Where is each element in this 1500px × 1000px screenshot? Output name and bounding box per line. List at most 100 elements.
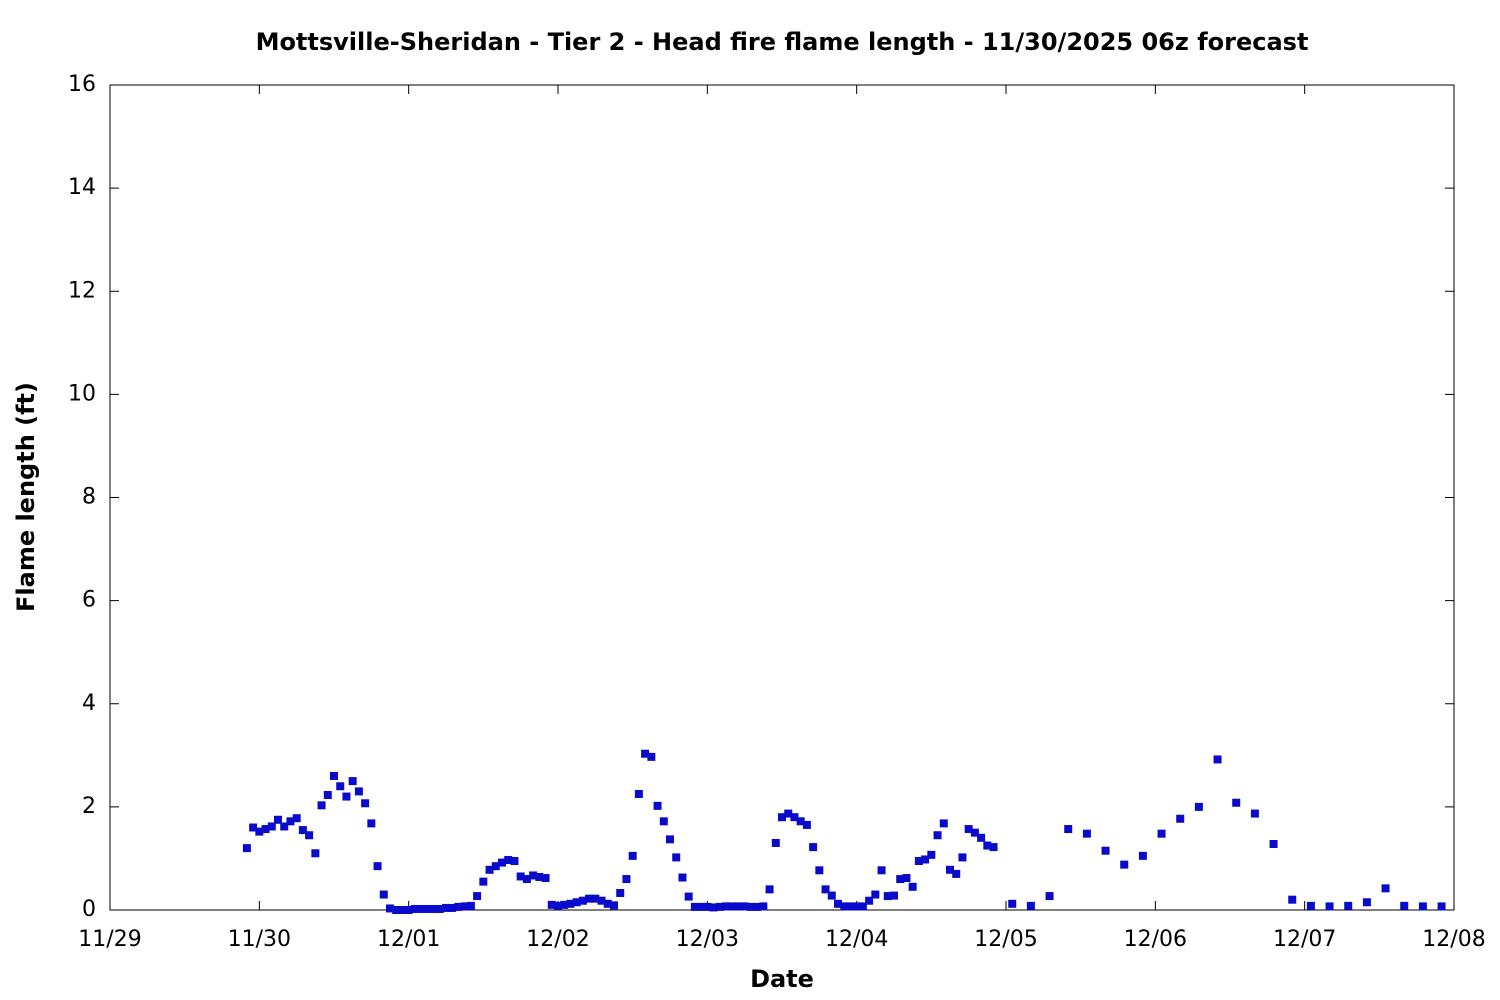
point — [529, 871, 538, 880]
point — [429, 904, 438, 913]
point — [970, 828, 979, 837]
point — [379, 890, 388, 899]
point — [330, 771, 338, 780]
x-tick-label: 12/03 — [676, 927, 739, 952]
point — [697, 902, 706, 911]
point — [348, 777, 357, 786]
y-tick-label: 0 — [82, 897, 96, 922]
point — [834, 899, 842, 908]
x-axis-label: Date — [750, 965, 814, 993]
point — [921, 855, 930, 864]
point — [765, 885, 774, 894]
point — [1120, 860, 1129, 869]
point — [392, 906, 401, 914]
point — [1344, 901, 1353, 910]
point — [734, 902, 743, 911]
point — [454, 902, 463, 911]
point — [298, 826, 307, 835]
x-tick-label: 11/29 — [78, 927, 141, 952]
point — [821, 885, 830, 894]
point — [242, 844, 251, 853]
point — [964, 825, 973, 834]
point — [342, 792, 351, 801]
point — [771, 838, 780, 847]
y-tick-label: 6 — [82, 588, 96, 613]
point — [653, 801, 662, 810]
point — [267, 822, 276, 831]
point — [977, 833, 986, 842]
point — [883, 892, 892, 901]
point — [703, 902, 712, 911]
point — [1213, 755, 1222, 764]
point — [753, 902, 762, 911]
point — [616, 888, 625, 897]
point — [1325, 902, 1334, 911]
point — [535, 873, 544, 881]
point — [498, 858, 506, 867]
point — [404, 906, 413, 914]
point — [473, 892, 482, 901]
y-tick-label: 8 — [82, 485, 96, 510]
point — [933, 831, 942, 840]
point — [634, 789, 643, 798]
point — [722, 902, 730, 911]
point — [952, 869, 961, 878]
point — [1418, 902, 1427, 911]
point — [554, 901, 562, 910]
point — [1101, 846, 1110, 855]
point — [946, 865, 954, 874]
point — [989, 843, 998, 852]
point — [516, 872, 525, 881]
point — [728, 902, 737, 911]
point — [323, 791, 332, 800]
x-tick-label: 12/04 — [825, 927, 888, 952]
point — [890, 891, 898, 900]
point — [802, 820, 811, 829]
point — [684, 892, 693, 901]
point — [386, 904, 394, 913]
point — [1082, 829, 1091, 838]
point — [678, 873, 687, 882]
point — [690, 902, 699, 911]
point — [591, 894, 600, 903]
point — [354, 787, 363, 796]
point — [367, 819, 376, 828]
point — [1138, 851, 1147, 860]
point — [410, 904, 419, 913]
x-tick-label: 12/02 — [526, 927, 589, 952]
point — [547, 900, 556, 909]
point — [647, 752, 656, 761]
chart-title: Mottsville-Sheridan - Tier 2 - Head fire… — [256, 28, 1309, 56]
point — [1269, 840, 1278, 848]
point — [740, 902, 749, 911]
x-tick-label: 12/01 — [377, 927, 440, 952]
point — [292, 814, 301, 823]
point — [311, 849, 320, 858]
point — [1288, 895, 1297, 904]
point — [871, 890, 880, 899]
point — [566, 899, 575, 908]
point — [641, 749, 650, 758]
point — [1232, 798, 1241, 807]
point — [927, 850, 936, 859]
x-tick-label: 12/07 — [1273, 927, 1336, 952]
point — [261, 825, 270, 834]
point — [1400, 901, 1409, 910]
point — [317, 801, 326, 810]
point — [336, 782, 345, 791]
point — [815, 866, 824, 875]
point — [939, 819, 948, 828]
plot-frame — [109, 84, 1455, 911]
point — [983, 841, 992, 850]
point — [597, 896, 606, 905]
point — [672, 853, 681, 862]
point — [790, 813, 799, 822]
point — [809, 843, 818, 852]
point — [1008, 899, 1017, 908]
y-tick-label: 10 — [68, 381, 96, 406]
point — [466, 901, 475, 910]
point — [504, 855, 513, 864]
y-tick-label: 2 — [82, 794, 96, 819]
point — [746, 902, 755, 911]
point — [852, 902, 861, 911]
